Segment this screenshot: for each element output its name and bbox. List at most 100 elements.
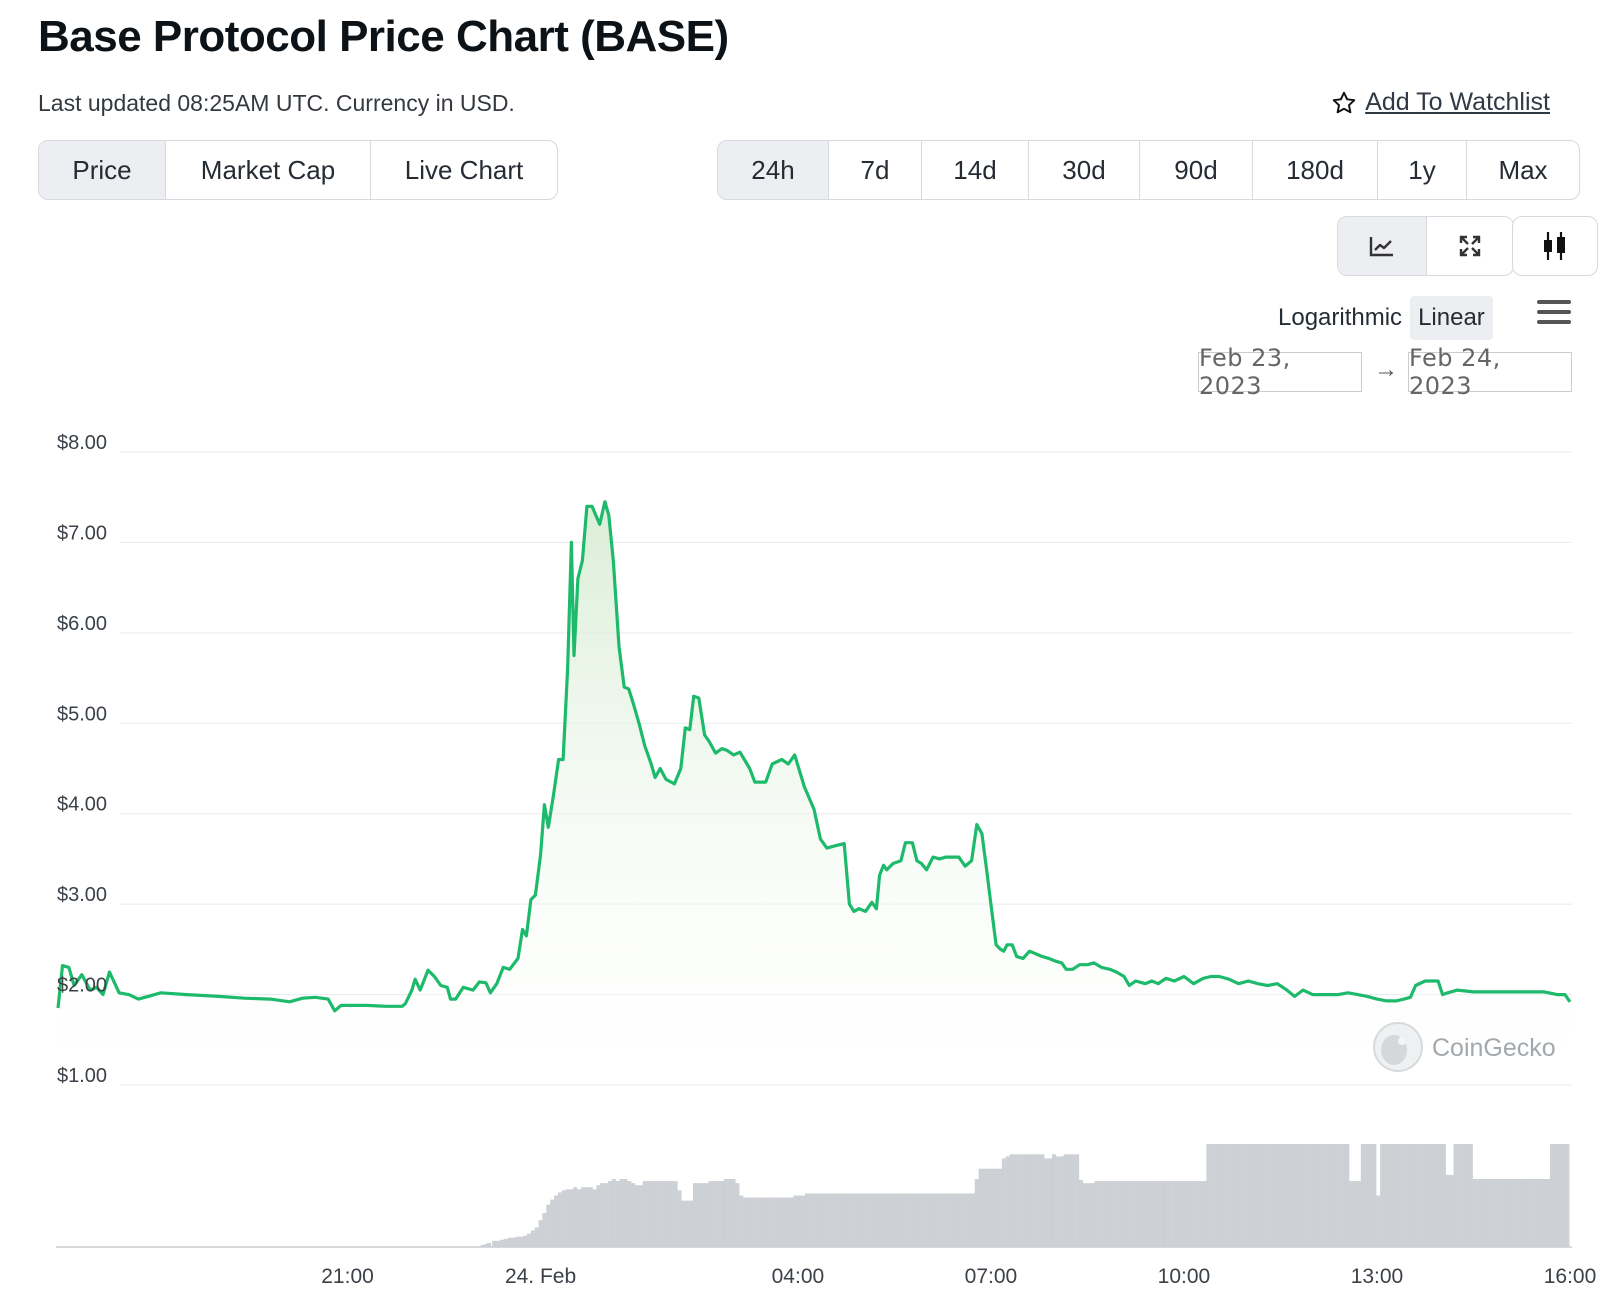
volume-bar <box>615 1181 620 1247</box>
volume-bar <box>870 1193 875 1247</box>
volume-bar <box>940 1193 945 1247</box>
volume-bar <box>1337 1144 1342 1247</box>
y-tick-label: $2.00 <box>57 975 107 997</box>
volume-bar <box>600 1183 605 1247</box>
volume-bar <box>743 1197 748 1247</box>
volume-bar <box>673 1181 678 1247</box>
volume-bar <box>1353 1181 1358 1247</box>
expand-button[interactable] <box>1427 217 1513 275</box>
volume-bar <box>1044 1158 1049 1247</box>
range-30d[interactable]: 30d <box>1029 141 1140 199</box>
volume-bar <box>727 1179 732 1247</box>
volume-bar <box>1148 1181 1153 1247</box>
volume-bar <box>1306 1144 1311 1247</box>
hamburger-menu-icon[interactable] <box>1537 300 1571 328</box>
volume-bar <box>959 1193 964 1247</box>
volume-bar <box>1503 1179 1508 1247</box>
volume-bar <box>507 1237 512 1247</box>
y-tick-label: $5.00 <box>57 703 107 725</box>
volume-bar <box>719 1181 724 1247</box>
tab-price[interactable]: Price <box>39 141 166 199</box>
volume-bar <box>1013 1154 1018 1247</box>
volume-bar <box>538 1220 543 1247</box>
candlestick-button[interactable] <box>1513 217 1597 275</box>
volume-bar <box>542 1213 547 1247</box>
scale-logarithmic[interactable]: Logarithmic <box>1278 304 1403 331</box>
line-chart-button[interactable] <box>1338 217 1427 275</box>
volume-bar <box>1233 1144 1238 1247</box>
volume-bar <box>577 1189 582 1247</box>
tab-live-chart[interactable]: Live Chart <box>404 154 524 185</box>
volume-bar <box>1457 1144 1462 1247</box>
volume-bar <box>1063 1154 1068 1247</box>
add-to-watchlist-link[interactable]: Add To Watchlist <box>1331 88 1550 117</box>
x-tick-label: 21:00 <box>321 1265 374 1288</box>
scale-linear[interactable]: Linear <box>1410 296 1493 340</box>
volume-bar <box>1225 1144 1230 1247</box>
volume-bar <box>758 1197 763 1247</box>
volume-bar <box>1434 1144 1439 1247</box>
volume-bar <box>1129 1181 1134 1247</box>
volume-bar <box>1175 1181 1180 1247</box>
volume-bar <box>685 1200 690 1247</box>
range-180d[interactable]: 180d <box>1253 141 1378 199</box>
volume-bar <box>1484 1179 1489 1247</box>
volume-bar <box>646 1181 651 1247</box>
volume-bar <box>1272 1144 1277 1247</box>
time-range-selector: 24h 7d 14d 30d 90d 180d 1y Max <box>717 140 1580 200</box>
volume-bar <box>1333 1144 1338 1247</box>
volume-bar <box>882 1193 887 1247</box>
range-1y[interactable]: 1y <box>1378 141 1467 199</box>
volume-bar <box>1264 1144 1269 1247</box>
volume-bar <box>1515 1179 1520 1247</box>
volume-bar <box>1553 1144 1558 1247</box>
volume-bar <box>1179 1181 1184 1247</box>
volume-bar <box>1329 1144 1334 1247</box>
volume-bar <box>1055 1156 1060 1247</box>
x-tick-label: 10:00 <box>1158 1265 1211 1288</box>
range-24h[interactable]: 24h <box>718 141 829 199</box>
volume-bar <box>1519 1179 1524 1247</box>
volume-bar <box>681 1200 686 1247</box>
volume-bar <box>1221 1144 1226 1247</box>
volume-bar <box>1163 1181 1168 1247</box>
volume-bar <box>1522 1179 1527 1247</box>
volume-bar <box>1125 1181 1130 1247</box>
volume-bar <box>990 1168 995 1247</box>
volume-bar <box>1449 1174 1454 1247</box>
volume-bar <box>511 1237 516 1247</box>
volume-bar <box>553 1195 558 1247</box>
volume-bar <box>704 1183 709 1247</box>
volume-bar <box>712 1181 717 1247</box>
volume-bar <box>1468 1144 1473 1247</box>
volume-bar <box>1040 1154 1045 1247</box>
volume-bar <box>1071 1154 1076 1247</box>
range-14d[interactable]: 14d <box>922 141 1029 199</box>
volume-bar <box>662 1181 667 1247</box>
volume-bar <box>1160 1181 1165 1247</box>
range-90d[interactable]: 90d <box>1140 141 1253 199</box>
volume-bar <box>716 1181 721 1247</box>
volume-bar <box>1403 1144 1408 1247</box>
volume-bar <box>1017 1154 1022 1247</box>
volume-bar <box>1082 1183 1087 1247</box>
volume-bar <box>499 1239 504 1247</box>
volume-bar <box>669 1181 674 1247</box>
volume-bar <box>689 1200 694 1247</box>
volume-bar <box>1194 1181 1199 1247</box>
chart-type-selector <box>1337 216 1514 276</box>
volume-bar <box>1511 1179 1516 1247</box>
tab-market-cap[interactable]: Market Cap <box>166 141 371 199</box>
volume-bar <box>997 1168 1002 1247</box>
volume-bar <box>1310 1144 1315 1247</box>
range-max[interactable]: Max <box>1498 154 1548 185</box>
volume-bar <box>1021 1154 1026 1247</box>
price-line <box>56 500 1572 1013</box>
price-area <box>58 501 1570 1085</box>
volume-bar <box>1322 1144 1327 1247</box>
volume-bar <box>1248 1144 1253 1247</box>
volume-bar <box>1407 1144 1412 1247</box>
volume-bar <box>573 1187 578 1247</box>
range-7d[interactable]: 7d <box>829 141 922 199</box>
